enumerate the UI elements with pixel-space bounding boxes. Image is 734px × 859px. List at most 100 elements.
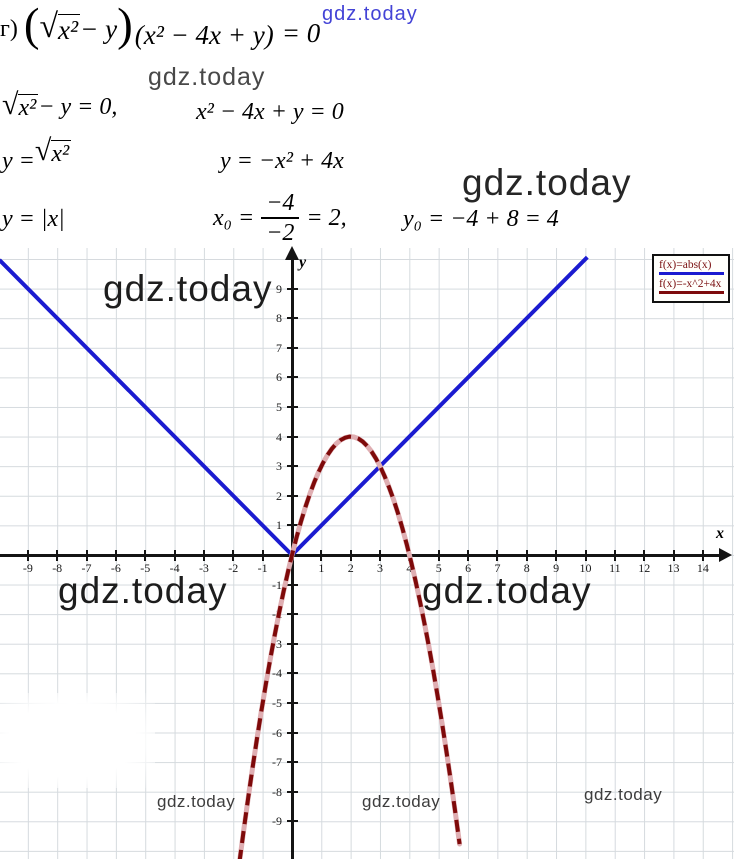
after-sqrt: − y (80, 14, 118, 44)
close-paren: ) (117, 0, 133, 51)
radical-sign: √ (34, 134, 52, 167)
x-tick (85, 549, 88, 561)
legend-label-abs: f(x)=abs(x) (659, 259, 712, 271)
y-tick (286, 790, 298, 793)
y-tick-label: 6 (276, 370, 282, 385)
y-tick (286, 761, 298, 764)
x-tick-label: -1 (257, 561, 268, 575)
y-tick-label: -3 (272, 636, 282, 651)
y-tick-label: -4 (272, 666, 282, 681)
x-tick-label: -8 (52, 561, 63, 575)
y-tick (286, 346, 298, 349)
y-tick (286, 672, 298, 675)
y-tick-label: -9 (272, 814, 282, 829)
equation-line-4-left: y = |x| (2, 206, 65, 232)
fraction-denominator: −2 (266, 220, 295, 247)
x-tick-label: 3 (377, 561, 384, 575)
x0-pre: x₀ = (213, 204, 255, 231)
x-tick (349, 549, 352, 561)
equation-line-4-middle: x₀ = −4 −2 = 2, (213, 190, 347, 247)
equation-line-2-left: √ x² − y = 0, (2, 90, 117, 122)
equation-line-1: г) ( √ x² − y ) (x² − 4x + y) = 0 (0, 0, 734, 51)
equation-line-3-left: y = √ x² (2, 136, 72, 175)
x-tick-label: -3 (198, 561, 209, 575)
x-tick-label: -9 (22, 561, 33, 575)
item-label: г) (0, 16, 18, 42)
radical-sign: √ (2, 88, 19, 121)
radicand: x² (58, 14, 81, 45)
y-tick-label: 9 (276, 281, 282, 296)
y-tick-label: 2 (276, 488, 282, 503)
y-tick (286, 435, 298, 438)
x-tick (114, 549, 117, 561)
x-tick (144, 549, 147, 561)
y-tick-label: -7 (272, 755, 282, 770)
x-tick (701, 549, 704, 561)
x-tick (496, 549, 499, 561)
y-tick (286, 702, 298, 704)
y-tick (286, 583, 298, 586)
x-tick (437, 549, 440, 561)
legend-color-bar-blue (659, 272, 724, 275)
x-tick (467, 549, 470, 561)
y-tick (286, 524, 298, 527)
y-tick-label: -1 (272, 577, 282, 592)
x-tick-label: 5 (435, 561, 442, 575)
x-tick (643, 549, 646, 561)
x-tick-label: -7 (81, 561, 92, 575)
x-tick (613, 549, 616, 561)
equation-line-2-right: x² − 4x + y = 0 (196, 99, 344, 125)
x-tick-label: 6 (465, 561, 472, 575)
x-tick-label: 4 (406, 561, 413, 575)
abs-function-curve (0, 255, 589, 557)
x-axis-arrow-icon (719, 548, 732, 562)
x-tick-label: 1 (318, 561, 325, 575)
x-tick (261, 549, 264, 561)
x-tick (56, 549, 59, 561)
fraction-numerator: −4 (261, 190, 300, 220)
equation-rhs: = 0 (281, 18, 321, 48)
y-tick-label: -6 (272, 725, 282, 740)
y-tick-label: -5 (272, 696, 282, 710)
x0-post: = 2, (306, 204, 347, 231)
x-tick-label: 7 (494, 561, 501, 575)
y-axis-label: y (299, 254, 307, 271)
watermark-equations-big: gdz.today (462, 162, 632, 203)
y-tick-label: 5 (276, 400, 282, 414)
x-tick-label: 11 (609, 561, 621, 575)
x-tick-label: 14 (696, 561, 709, 575)
x-tick (672, 549, 675, 561)
y-tick (286, 317, 298, 320)
x-tick-label: -2 (228, 561, 239, 575)
x-tick-label: 2 (347, 561, 354, 575)
x-tick-label: 9 (553, 561, 560, 575)
x-tick-label: 12 (638, 561, 651, 575)
fraction: −4 −2 (261, 190, 300, 247)
y-tick-label: 7 (276, 340, 282, 355)
y-tick (286, 613, 298, 616)
x-tick-label: -5 (140, 561, 151, 575)
radical-sign: √ (39, 8, 59, 45)
x-tick (584, 549, 587, 561)
radicand: x² (51, 140, 72, 167)
y-tick (286, 642, 298, 645)
sqrt-group: √ x² (35, 136, 72, 168)
x-tick (320, 549, 323, 561)
y-tick (286, 376, 298, 379)
equation-line-3-right: y = −x² + 4x (220, 148, 344, 174)
y-tick (286, 494, 298, 497)
sqrt-expression: √ x² − y (40, 10, 118, 46)
x-axis-label: x (716, 525, 724, 542)
radicand: x² (18, 94, 39, 121)
x-tick-label: -6 (110, 561, 121, 575)
x-tick (555, 549, 558, 561)
y-tick-label: 3 (276, 459, 282, 474)
legend-label-parabola: f(x)=-x^2+4x (659, 278, 722, 290)
x-tick (173, 549, 176, 561)
legend-box: f(x)=abs(x) f(x)=-x^2+4x (652, 254, 730, 303)
graph-plot-area: x y -9 -8 -7 -6 -5 -4 -3 -2 -1 1 2 3 4 5 6 7 8 9 10 11 12 13 1… (0, 246, 734, 859)
x-tick (232, 549, 235, 561)
sqrt-group: √ x² (40, 10, 81, 46)
parabola-curve (237, 434, 462, 859)
